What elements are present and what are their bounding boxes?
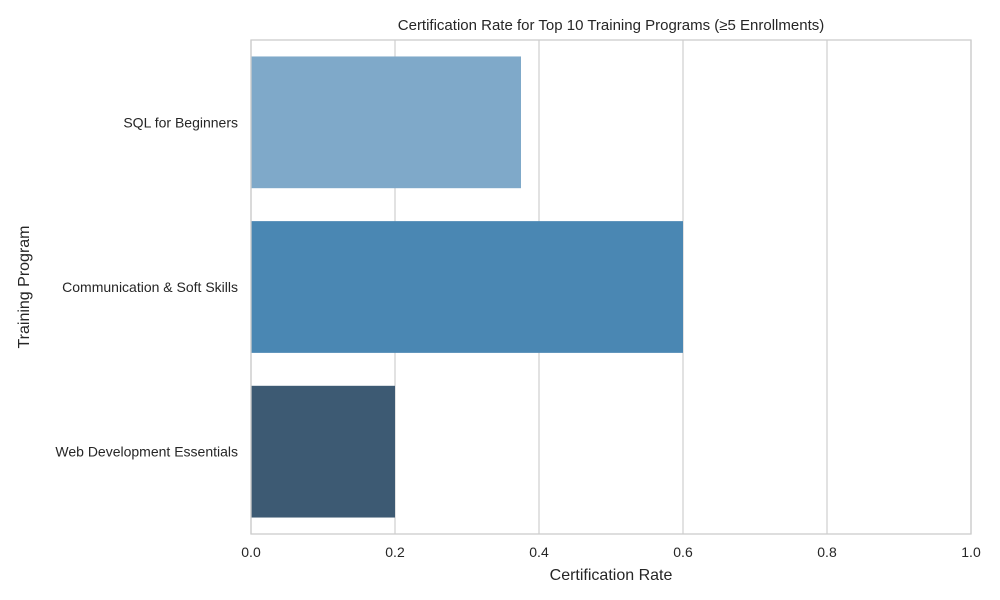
y-tick-label: Web Development Essentials xyxy=(55,444,238,460)
chart-title: Certification Rate for Top 10 Training P… xyxy=(398,17,824,34)
bar xyxy=(251,221,683,353)
x-tick-label: 0.0 xyxy=(241,544,261,560)
axis-spines xyxy=(250,39,972,535)
bar xyxy=(251,385,395,518)
x-tick-label: 0.6 xyxy=(673,544,693,560)
bar xyxy=(251,56,521,189)
plot-frame xyxy=(250,39,972,535)
x-tick-label: 0.2 xyxy=(385,544,405,560)
x-axis-label: Certification Rate xyxy=(550,567,673,584)
y-axis-label: Training Program xyxy=(16,225,33,348)
bars xyxy=(251,56,683,518)
x-tick-label: 0.4 xyxy=(529,544,549,560)
y-axis-categories: SQL for Beginners Communication & Soft Sk… xyxy=(55,114,238,459)
x-tick-label: 1.0 xyxy=(961,544,981,560)
x-tick-label: 0.8 xyxy=(817,544,837,560)
x-axis-ticks: 0.0 0.2 0.4 0.6 0.8 1.0 xyxy=(241,544,981,560)
y-tick-label: SQL for Beginners xyxy=(123,114,238,130)
y-tick-label: Communication & Soft Skills xyxy=(62,279,238,295)
